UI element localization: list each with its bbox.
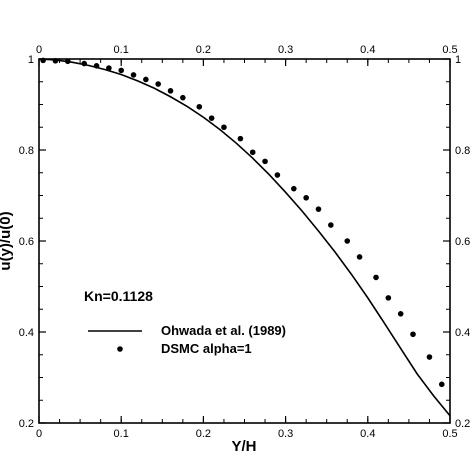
y-tick-label-right: 0.2 (455, 418, 470, 430)
dsmc-data-point (221, 124, 227, 131)
dsmc-data-point (274, 172, 281, 178)
y-tick-label-right: 0.8 (455, 145, 470, 157)
y-tick-label-right: 0.4 (455, 327, 470, 339)
legend-marker-swatch (117, 346, 123, 352)
dsmc-data-point (426, 354, 433, 360)
tick-labels: 000.10.10.20.20.30.30.40.40.50.50.2 0.20.… (19, 44, 471, 440)
dsmc-data-point (143, 76, 149, 83)
x-tick-label-bottom: 0.1 (114, 428, 129, 440)
legend: Ohwada et al. (1989) DSMC alpha=1 (88, 323, 286, 356)
series-line-ohwada (38, 58, 451, 417)
dsmc-data-point (410, 331, 416, 338)
kn-annotation: Kn=0.1128 (84, 288, 153, 304)
y-tick-label-left: 1 (28, 54, 34, 66)
legend-label-ohwada: Ohwada et al. (1989) (161, 323, 286, 338)
x-tick-label-bottom: 0.4 (360, 428, 375, 440)
dsmc-data-point (397, 311, 404, 317)
dsmc-data-point (180, 94, 186, 101)
dsmc-data-point (130, 72, 137, 78)
dsmc-data-point (118, 67, 124, 74)
dsmc-data-point (385, 295, 392, 301)
y-tick-label-left: 0.2 (19, 418, 34, 430)
dsmc-data-point (40, 57, 46, 64)
dsmc-data-point (356, 254, 363, 260)
x-tick-label-top: 0.3 (278, 44, 293, 56)
dsmc-data-point (373, 274, 379, 281)
y-axis-title: u(y)/u(0) (0, 211, 14, 270)
x-tick-label-bottom: 0.3 (278, 428, 293, 440)
dsmc-data-point (196, 103, 203, 110)
dsmc-data-point (303, 194, 309, 201)
x-tick-label-top: 0.2 (196, 44, 211, 56)
dsmc-data-point (106, 65, 112, 71)
dsmc-data-point (64, 58, 71, 65)
y-tick-label-right: 0.6 (455, 236, 470, 248)
y-tick-label-left: 0.8 (19, 145, 34, 157)
dsmc-data-point (249, 149, 256, 156)
y-tick-label-right: 1 (455, 54, 461, 66)
dsmc-data-point (81, 60, 88, 67)
x-axis-title: Y/H (231, 438, 256, 455)
dsmc-data-point (291, 185, 297, 192)
plot-area (38, 57, 451, 417)
dsmc-data-point (52, 58, 59, 64)
y-tick-label-left: 0.4 (19, 327, 34, 339)
dsmc-data-point (438, 381, 445, 388)
x-tick-label-bottom: 0.5 (442, 428, 457, 440)
plot-frame (38, 58, 451, 424)
dsmc-data-point (262, 158, 268, 165)
legend-label-dsmc: DSMC alpha=1 (161, 341, 252, 356)
dsmc-data-point (237, 135, 244, 142)
dsmc-data-point (328, 222, 334, 228)
x-tick-label-top: 0.4 (360, 44, 375, 56)
dsmc-data-point (344, 238, 351, 244)
dsmc-data-point (315, 206, 322, 212)
dsmc-data-point (93, 63, 100, 69)
axis-ticks (38, 58, 451, 424)
x-tick-label-bottom: 0.2 (196, 428, 211, 440)
x-tick-label-bottom: 0 (36, 428, 42, 440)
dsmc-data-point (208, 115, 215, 121)
dsmc-data-point (155, 81, 161, 87)
y-tick-label-left: 0.6 (19, 236, 34, 248)
x-tick-label-top: 0.5 (442, 44, 457, 56)
x-tick-label-top: 0.1 (114, 44, 129, 56)
dsmc-data-point (167, 88, 174, 94)
x-tick-label-top: 0 (36, 44, 42, 56)
